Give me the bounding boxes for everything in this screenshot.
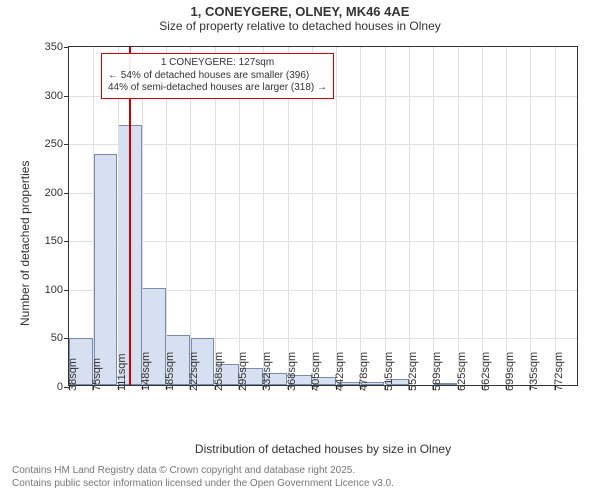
- chart-container: 1, CONEYGERE, OLNEY, MK46 4AE Size of pr…: [0, 0, 600, 500]
- gridline-v: [385, 47, 386, 385]
- callout-box: 1 CONEYGERE: 127sqm← 54% of detached hou…: [101, 53, 334, 99]
- x-tick-label: 332sqm: [261, 352, 273, 391]
- y-tick-mark: [64, 144, 69, 145]
- x-tick-label: 552sqm: [407, 352, 419, 391]
- gridline-v: [360, 47, 361, 385]
- gridline-h: [69, 241, 577, 242]
- histogram-bar: [94, 154, 118, 385]
- y-tick-label: 0: [57, 381, 63, 393]
- y-tick-mark: [64, 96, 69, 97]
- y-tick-label: 100: [45, 284, 63, 296]
- x-tick-label: 589sqm: [431, 352, 443, 391]
- x-tick-label: 258sqm: [213, 352, 225, 391]
- y-tick-label: 200: [45, 187, 63, 199]
- gridline-v: [409, 47, 410, 385]
- x-tick-label: 662sqm: [480, 352, 492, 391]
- footer-line-2: Contains public sector information licen…: [12, 477, 600, 490]
- x-tick-label: 625sqm: [456, 352, 468, 391]
- y-tick-mark: [64, 193, 69, 194]
- x-tick-label: 442sqm: [334, 352, 346, 391]
- x-tick-label: 38sqm: [67, 358, 79, 391]
- y-axis-label: Number of detached properties: [18, 161, 32, 326]
- x-tick-label: 478sqm: [358, 352, 370, 391]
- x-tick-label: 699sqm: [504, 352, 516, 391]
- x-tick-label: 148sqm: [140, 352, 152, 391]
- x-tick-label: 735sqm: [528, 352, 540, 391]
- x-tick-label: 405sqm: [310, 352, 322, 391]
- y-tick-mark: [64, 290, 69, 291]
- y-tick-label: 50: [51, 332, 63, 344]
- chart-subtitle: Size of property relative to detached ho…: [0, 19, 600, 35]
- plot-area: 05010015020025030035038sqm75sqm111sqm148…: [68, 46, 578, 386]
- gridline-v: [458, 47, 459, 385]
- gridline-v: [530, 47, 531, 385]
- gridline-h: [69, 193, 577, 194]
- y-tick-label: 350: [45, 41, 63, 53]
- footer-line-1: Contains HM Land Registry data © Crown c…: [12, 464, 600, 477]
- footer-attribution: Contains HM Land Registry data © Crown c…: [0, 464, 600, 490]
- x-tick-label: 75sqm: [91, 358, 103, 391]
- callout-line: 44% of semi-detached houses are larger (…: [108, 82, 327, 95]
- x-tick-label: 295sqm: [237, 352, 249, 391]
- gridline-v: [433, 47, 434, 385]
- gridline-v: [93, 47, 94, 385]
- callout-line: 1 CONEYGERE: 127sqm: [108, 57, 327, 70]
- x-tick-label: 185sqm: [164, 352, 176, 391]
- x-tick-label: 368sqm: [286, 352, 298, 391]
- x-tick-label: 111sqm: [116, 353, 128, 391]
- gridline-v: [482, 47, 483, 385]
- gridline-v: [336, 47, 337, 385]
- x-tick-label: 222sqm: [188, 352, 200, 391]
- x-tick-label: 772sqm: [553, 352, 565, 391]
- y-tick-mark: [64, 241, 69, 242]
- callout-line: ← 54% of detached houses are smaller (39…: [108, 70, 327, 83]
- x-tick-label: 515sqm: [383, 352, 395, 391]
- y-tick-label: 150: [45, 235, 63, 247]
- x-axis-label: Distribution of detached houses by size …: [68, 442, 578, 456]
- gridline-h: [69, 144, 577, 145]
- y-tick-label: 300: [45, 90, 63, 102]
- chart-title: 1, CONEYGERE, OLNEY, MK46 4AE: [0, 0, 600, 19]
- y-tick-label: 250: [45, 138, 63, 150]
- gridline-v: [506, 47, 507, 385]
- gridline-v: [555, 47, 556, 385]
- y-tick-mark: [64, 47, 69, 48]
